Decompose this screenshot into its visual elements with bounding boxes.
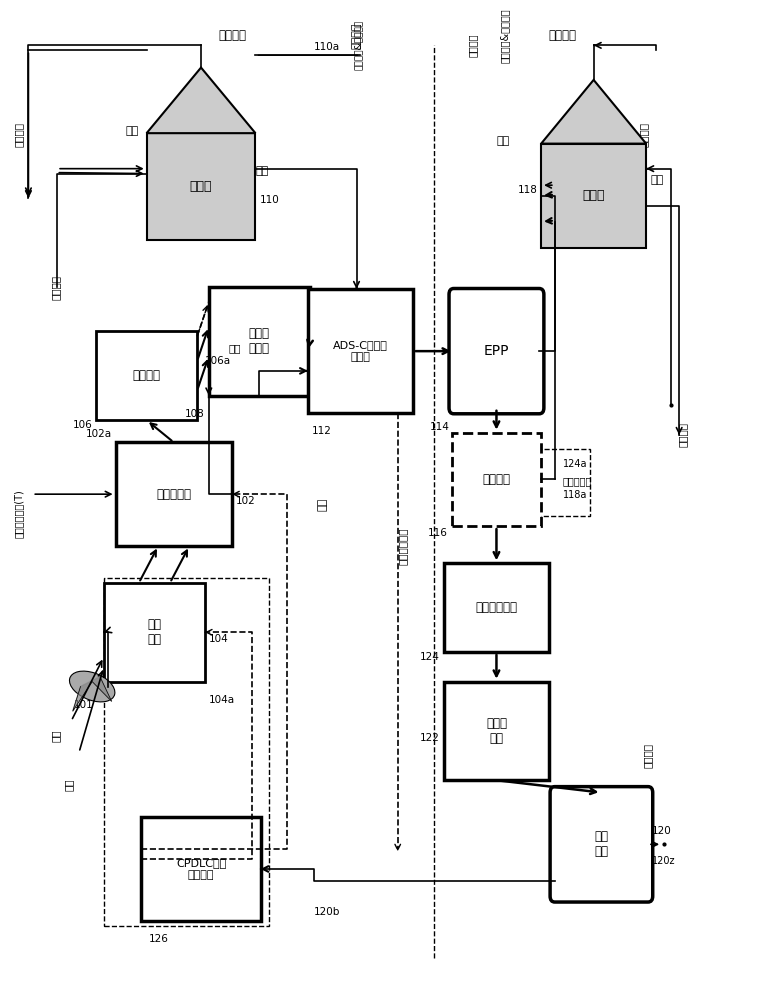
Bar bbox=[146, 133, 255, 240]
Text: 大气: 大气 bbox=[51, 730, 60, 742]
Text: 120z: 120z bbox=[652, 856, 676, 866]
Text: 副本: 副本 bbox=[228, 343, 240, 353]
Text: 飞机处理: 飞机处理 bbox=[352, 22, 362, 49]
Text: 触发复制&下行传输: 触发复制&下行传输 bbox=[354, 20, 363, 70]
Text: 地面预测轨迹: 地面预测轨迹 bbox=[475, 601, 518, 614]
Text: 102: 102 bbox=[236, 496, 256, 506]
Text: 外部处理: 外部处理 bbox=[549, 29, 576, 42]
Text: 118: 118 bbox=[518, 185, 537, 195]
Text: 120: 120 bbox=[652, 826, 672, 836]
Polygon shape bbox=[541, 80, 646, 144]
Text: 流量管理: 流量管理 bbox=[643, 743, 653, 768]
Text: 相同: 相同 bbox=[125, 126, 139, 136]
Text: 没有变化: 没有变化 bbox=[13, 122, 23, 147]
Text: 124a: 124a bbox=[562, 459, 587, 469]
Text: EPP: EPP bbox=[484, 344, 509, 358]
Text: 101: 101 bbox=[74, 700, 94, 710]
Text: 比较器: 比较器 bbox=[583, 189, 605, 202]
Text: 同步轨迹: 同步轨迹 bbox=[482, 473, 511, 486]
Bar bbox=[477, 449, 590, 516]
Text: 没有变化: 没有变化 bbox=[639, 122, 649, 147]
FancyBboxPatch shape bbox=[449, 289, 544, 414]
Text: 114: 114 bbox=[430, 422, 449, 432]
Text: 路线和限制: 路线和限制 bbox=[562, 476, 592, 486]
Bar bbox=[104, 583, 205, 682]
Text: 104a: 104a bbox=[209, 695, 235, 705]
Bar bbox=[141, 817, 262, 921]
Text: 104: 104 bbox=[209, 634, 229, 644]
Text: 124: 124 bbox=[420, 652, 440, 662]
Ellipse shape bbox=[70, 671, 115, 702]
FancyBboxPatch shape bbox=[550, 787, 653, 902]
Text: 地面阈值: 地面阈值 bbox=[678, 422, 688, 447]
Bar bbox=[308, 289, 413, 413]
Text: 飞行
计划: 飞行 计划 bbox=[147, 618, 161, 646]
Text: 触发构建: 触发构建 bbox=[468, 34, 478, 57]
Text: 不同: 不同 bbox=[650, 175, 663, 185]
Text: 上一下
行链路: 上一下 行链路 bbox=[249, 327, 270, 355]
Bar bbox=[452, 433, 541, 526]
Text: 偏好: 偏好 bbox=[64, 779, 74, 791]
Text: 不同: 不同 bbox=[255, 166, 269, 176]
Polygon shape bbox=[146, 68, 255, 133]
Bar bbox=[116, 442, 232, 546]
Text: 116: 116 bbox=[428, 528, 448, 538]
Text: ADS-C轨迹下
行链路: ADS-C轨迹下 行链路 bbox=[333, 340, 388, 362]
Bar bbox=[104, 578, 269, 926]
Text: 轨迹预
测器: 轨迹预 测器 bbox=[486, 717, 507, 745]
Text: 118a: 118a bbox=[562, 490, 587, 500]
Bar bbox=[444, 563, 549, 652]
Text: 106: 106 bbox=[73, 420, 92, 430]
Text: 108: 108 bbox=[185, 409, 205, 419]
Text: 110a: 110a bbox=[314, 42, 340, 52]
Text: 轨迹预测器: 轨迹预测器 bbox=[157, 488, 191, 501]
Text: 约束: 约束 bbox=[318, 498, 327, 511]
Text: 下行链路请求: 下行链路请求 bbox=[398, 528, 408, 565]
Text: 102a: 102a bbox=[85, 429, 112, 439]
Text: 空中阈值: 空中阈值 bbox=[51, 275, 60, 300]
Bar bbox=[444, 682, 549, 780]
Text: 活动轨迹: 活动轨迹 bbox=[132, 369, 161, 382]
Text: 122: 122 bbox=[420, 733, 440, 743]
Text: 106a: 106a bbox=[205, 356, 231, 366]
Text: 周期性触发器(T): 周期性触发器(T) bbox=[13, 490, 23, 538]
Bar bbox=[96, 331, 197, 420]
Polygon shape bbox=[73, 677, 112, 711]
Text: 飞行
计划: 飞行 计划 bbox=[594, 830, 608, 858]
Text: 相同: 相同 bbox=[496, 136, 510, 146]
Bar bbox=[209, 287, 310, 396]
Text: 120b: 120b bbox=[314, 907, 340, 917]
Text: 126: 126 bbox=[149, 934, 168, 944]
Text: 飞机处理: 飞机处理 bbox=[218, 29, 246, 42]
Text: 触发复制&下行传输: 触发复制&下行传输 bbox=[500, 8, 509, 63]
Text: 110: 110 bbox=[259, 195, 279, 205]
Text: 112: 112 bbox=[312, 426, 332, 436]
Text: 比较器: 比较器 bbox=[189, 180, 212, 193]
Bar bbox=[541, 144, 646, 248]
Text: CPDLC命令
上行链路: CPDLC命令 上行链路 bbox=[176, 858, 226, 880]
